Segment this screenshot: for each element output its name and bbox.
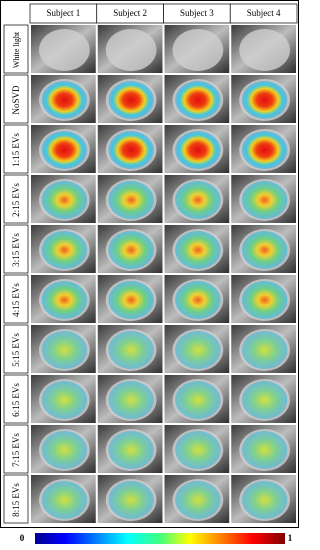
colorbar bbox=[35, 533, 285, 544]
heatmap-overlay bbox=[175, 181, 221, 219]
heatmap-overlay bbox=[175, 281, 221, 319]
heatmap-overlay bbox=[108, 231, 154, 269]
row-label-box bbox=[3, 374, 29, 424]
heatmap-overlay bbox=[175, 231, 221, 269]
row-label-box bbox=[3, 24, 29, 74]
heatmap-overlay bbox=[41, 81, 88, 119]
colorbar-high: 1 bbox=[288, 533, 293, 543]
heatmap-overlay bbox=[108, 131, 154, 169]
colorbar-low: 0 bbox=[20, 533, 25, 543]
heatmap-overlay bbox=[108, 481, 154, 519]
row-label: 3:15 EVs bbox=[11, 233, 21, 267]
heatmap-overlay bbox=[241, 481, 288, 519]
heatmap-overlay bbox=[241, 431, 288, 469]
row-label: 1:15 EVs bbox=[11, 133, 21, 167]
heatmap-overlay bbox=[41, 181, 88, 219]
heatmap-overlay bbox=[108, 181, 154, 219]
column-header: Subject 3 bbox=[180, 8, 214, 18]
row-label-box bbox=[3, 474, 29, 524]
column-header-box bbox=[229, 3, 298, 24]
heatmap-overlay bbox=[41, 331, 88, 369]
heatmap-overlay bbox=[41, 431, 88, 469]
arm bbox=[105, 29, 157, 71]
heatmap-overlay bbox=[175, 331, 221, 369]
heatmap-overlay bbox=[241, 181, 288, 219]
figure: Subject 1 Subject 2 Subject 3 Subject 4 Whit… bbox=[0, 0, 299, 544]
row-label-box bbox=[3, 424, 29, 474]
row-label: 5:15 EVs bbox=[11, 333, 21, 367]
row-label: 7:15 EVs bbox=[11, 433, 21, 467]
row-label: 6:15 EVs bbox=[11, 383, 21, 417]
heatmap-overlay bbox=[108, 431, 154, 469]
column-header: Subject 4 bbox=[247, 8, 281, 18]
heatmap-overlay bbox=[108, 331, 154, 369]
row-label: 4:15 EVs bbox=[11, 283, 21, 317]
heatmap-overlay bbox=[41, 381, 88, 419]
heatmap-overlay bbox=[241, 281, 288, 319]
heatmap-overlay bbox=[175, 431, 221, 469]
heatmap-overlay bbox=[175, 381, 221, 419]
row-label-box bbox=[3, 224, 29, 274]
arm bbox=[39, 29, 90, 71]
row-label-box bbox=[3, 74, 29, 124]
row-label: White light bbox=[12, 31, 21, 68]
heatmap-overlay bbox=[175, 81, 221, 119]
heatmap-overlay bbox=[108, 81, 154, 119]
row-label-box bbox=[3, 124, 29, 174]
row-label-box bbox=[3, 274, 29, 324]
heatmap-overlay bbox=[41, 231, 88, 269]
arm bbox=[172, 29, 224, 71]
row-label-box bbox=[3, 324, 29, 374]
row-label: 2:15 EVs bbox=[11, 183, 21, 217]
row-label: 8:15 EVs bbox=[11, 483, 21, 517]
row-label-box bbox=[3, 174, 29, 224]
heatmap-overlay bbox=[241, 381, 288, 419]
heatmap-overlay bbox=[241, 231, 288, 269]
heatmap-overlay bbox=[41, 281, 88, 319]
heatmap-overlay bbox=[108, 381, 154, 419]
column-header: Subject 1 bbox=[47, 8, 81, 18]
heatmap-overlay bbox=[241, 331, 288, 369]
column-header: Subject 2 bbox=[113, 8, 147, 18]
row-label: NoSVD bbox=[11, 85, 21, 115]
heatmap-overlay bbox=[175, 481, 221, 519]
heatmap-overlay bbox=[241, 131, 288, 169]
heatmap-overlay bbox=[108, 281, 154, 319]
heatmap-overlay bbox=[41, 481, 88, 519]
heatmap-overlay bbox=[241, 81, 288, 119]
heatmap-overlay bbox=[175, 131, 221, 169]
frame bbox=[0, 0, 299, 528]
arm bbox=[239, 29, 290, 71]
heatmap-overlay bbox=[41, 131, 88, 169]
